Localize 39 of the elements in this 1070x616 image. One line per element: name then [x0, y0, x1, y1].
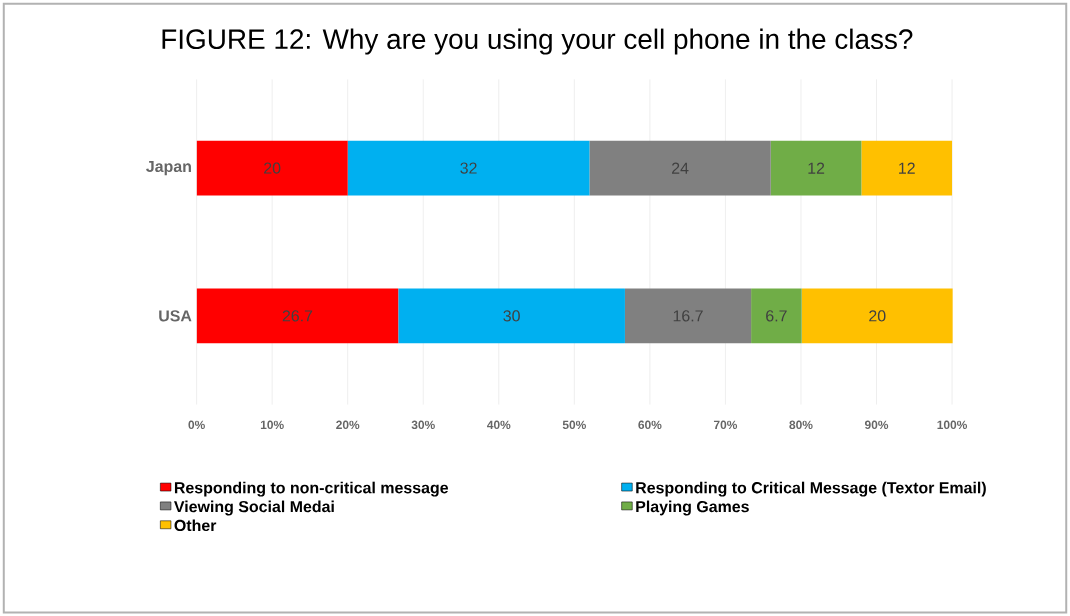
chart-title: FIGURE 12: Why are you using your cell phone in the class? — [162, 28, 913, 55]
data-label: 30 — [503, 310, 520, 322]
data-label: 24 — [672, 162, 689, 174]
y-tick-label: USA — [159, 310, 192, 322]
bar — [589, 140, 771, 196]
bar — [801, 288, 953, 344]
data-label: 12 — [899, 162, 915, 174]
data-label: 26.7 — [282, 310, 313, 322]
data-label: 12 — [808, 162, 825, 174]
bar — [751, 288, 802, 344]
legend-label: Playing Games — [636, 500, 749, 516]
bar — [196, 288, 399, 344]
bar — [196, 140, 348, 196]
x-tick-label: 60% — [638, 420, 662, 429]
legend-label: Viewing Social Medai — [174, 500, 334, 516]
x-tick-label: 30% — [411, 420, 435, 429]
bar — [347, 140, 590, 196]
legend-label: Responding to non-critical message — [174, 481, 449, 497]
x-tick-label: 0% — [188, 420, 205, 429]
x-tick-label: 40% — [487, 420, 511, 429]
x-tick-label: 50% — [562, 420, 586, 429]
data-label: 6.7 — [766, 310, 787, 322]
x-tick-label: 20% — [336, 420, 360, 429]
x-tick-label: 80% — [789, 420, 813, 429]
bar — [861, 140, 953, 196]
x-tick-label: 70% — [713, 420, 738, 429]
legend-label: Responding to Critical Message (Textor Email) — [636, 481, 986, 497]
x-tick-label: 10% — [260, 420, 284, 429]
bar — [624, 288, 752, 344]
x-tick-label: 100% — [937, 420, 968, 429]
legend-label: Other — [174, 519, 217, 531]
data-label: 20 — [264, 162, 281, 174]
y-tick-label: Japan — [146, 160, 191, 176]
data-label: 16.7 — [673, 310, 703, 322]
x-tick-label: 90% — [864, 420, 889, 429]
data-label: 20 — [869, 310, 886, 322]
bar — [770, 140, 862, 196]
bar — [398, 288, 625, 344]
data-label: 32 — [460, 162, 477, 174]
